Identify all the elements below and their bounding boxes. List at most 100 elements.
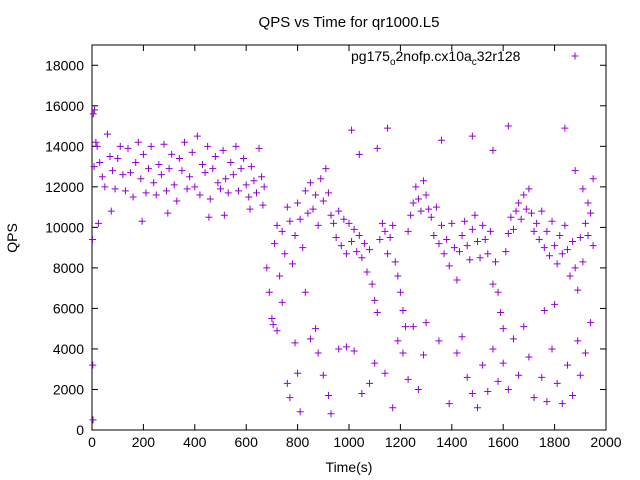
data-points <box>89 106 597 424</box>
data-point <box>561 124 569 132</box>
data-point <box>245 193 253 201</box>
data-point <box>530 394 538 402</box>
data-point <box>89 110 97 118</box>
data-point <box>222 175 230 183</box>
data-point <box>515 371 523 379</box>
data-point <box>389 221 397 229</box>
data-point <box>543 398 551 406</box>
data-point <box>278 227 286 235</box>
x-tick-labels: 0 200 400 600 800 1000 1200 1400 1600 1800 2000 <box>88 434 622 450</box>
data-point <box>94 219 102 227</box>
data-point <box>294 199 302 207</box>
data-point <box>468 132 476 140</box>
data-point <box>466 256 474 264</box>
data-point <box>273 221 281 229</box>
data-point <box>394 337 402 345</box>
data-point <box>312 191 320 199</box>
y-tick-label: 18000 <box>45 57 84 73</box>
data-point <box>363 268 371 276</box>
data-point <box>237 165 245 173</box>
data-point <box>520 323 528 331</box>
data-point <box>373 308 381 316</box>
data-point <box>335 345 343 353</box>
data-point <box>348 238 356 246</box>
data-point <box>355 150 363 158</box>
data-point <box>89 236 97 244</box>
data-point <box>515 199 523 207</box>
y-tick-label: 14000 <box>45 138 84 154</box>
y-tick-labels: 0 2000 4000 6000 8000 10000 12000 14000 16000 180… <box>45 57 84 438</box>
data-point <box>258 173 266 181</box>
data-point <box>435 337 443 345</box>
axis-ticks <box>91 45 607 431</box>
data-point <box>553 379 561 387</box>
data-point <box>330 219 338 227</box>
data-point <box>181 138 189 146</box>
data-point <box>155 161 163 169</box>
data-point <box>468 390 476 398</box>
data-point <box>220 211 228 219</box>
data-point <box>263 264 271 272</box>
data-point <box>229 171 237 179</box>
data-point <box>389 404 397 412</box>
data-point <box>268 315 276 323</box>
data-point <box>461 217 469 225</box>
data-point <box>164 209 172 217</box>
data-point <box>463 242 471 250</box>
data-point <box>563 246 571 254</box>
data-point <box>422 191 430 199</box>
data-point <box>450 244 458 252</box>
data-point <box>414 385 422 393</box>
data-point <box>304 209 312 217</box>
data-point <box>474 404 481 412</box>
y-tick-label: 12000 <box>45 179 84 195</box>
data-point <box>386 234 394 241</box>
data-point <box>412 183 420 191</box>
x-tick-label: 2000 <box>590 434 621 450</box>
data-point <box>545 252 553 260</box>
data-point <box>116 142 124 150</box>
data-point <box>553 260 561 268</box>
y-axis-label: QPS <box>4 223 20 253</box>
data-point <box>378 219 386 227</box>
x-tick-label: 800 <box>286 434 310 450</box>
legend-subscript: c <box>472 57 477 68</box>
data-point <box>396 288 404 296</box>
data-point <box>530 227 538 235</box>
data-point <box>98 173 106 181</box>
data-point <box>525 353 533 361</box>
data-point <box>89 416 97 424</box>
data-point <box>296 408 304 416</box>
data-point <box>438 136 446 144</box>
data-point <box>422 319 430 327</box>
data-point <box>479 361 487 369</box>
data-point <box>417 207 425 215</box>
data-point <box>353 248 361 256</box>
data-point <box>96 159 104 167</box>
data-point <box>448 219 456 227</box>
data-point <box>527 209 535 217</box>
data-point <box>206 195 214 203</box>
data-point <box>381 369 389 377</box>
data-point <box>90 163 98 171</box>
data-point <box>211 152 219 160</box>
data-point <box>561 221 569 229</box>
x-tick-label: 200 <box>132 434 156 450</box>
data-point <box>576 234 584 241</box>
data-point <box>204 142 212 150</box>
data-point <box>366 246 374 254</box>
data-point <box>533 219 541 227</box>
y-tick-label: 2000 <box>53 381 84 397</box>
data-point <box>306 179 314 187</box>
y-tick-label: 16000 <box>45 98 84 114</box>
data-point <box>242 181 250 189</box>
data-point <box>463 373 471 381</box>
data-point <box>278 298 286 306</box>
data-point <box>499 359 507 367</box>
legend-subscript: o <box>390 57 396 68</box>
data-point <box>430 231 438 239</box>
data-point <box>252 189 260 197</box>
data-point <box>319 197 327 205</box>
data-point <box>574 337 582 345</box>
data-point <box>445 400 453 408</box>
